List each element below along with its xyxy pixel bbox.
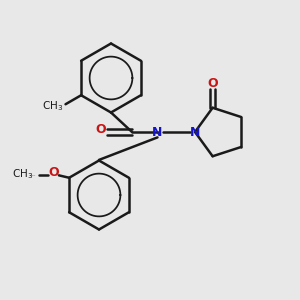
Text: methoxy: methoxy xyxy=(29,175,36,176)
Text: O: O xyxy=(48,167,59,179)
Text: N: N xyxy=(152,125,163,139)
Text: O: O xyxy=(207,76,218,90)
Text: N: N xyxy=(190,125,200,139)
Text: CH$_3$: CH$_3$ xyxy=(12,167,33,181)
Text: O: O xyxy=(95,123,106,136)
Text: CH$_3$: CH$_3$ xyxy=(42,99,63,112)
